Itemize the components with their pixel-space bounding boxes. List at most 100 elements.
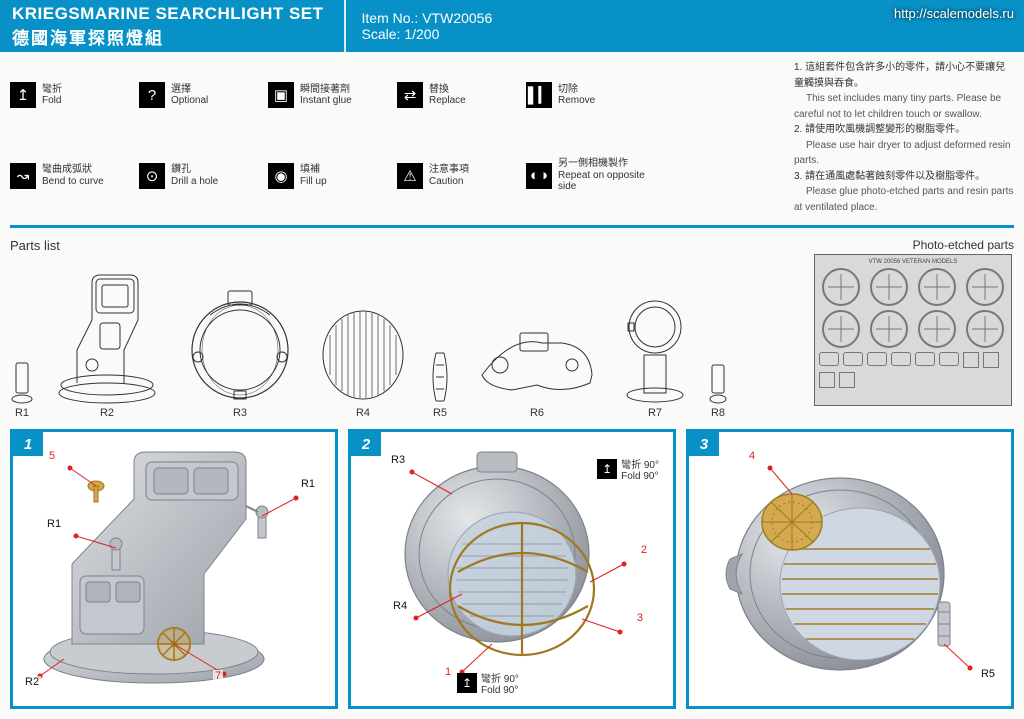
step-3: 3 [686,429,1014,709]
legend-en: Replace [429,95,466,107]
part-label: R6 [530,407,544,419]
header-titles: KRIEGSMARINE SEARCHLIGHT SET 德國海軍探照燈組 [0,0,336,52]
part-label: R5 [433,407,447,419]
legend-icon: ◐◑ [526,163,552,189]
legend-en: Remove [558,95,595,107]
header-divider [344,0,346,52]
callout: R4 [391,600,409,612]
pe-small-part [983,352,999,368]
pe-ring-icon [822,268,860,306]
legend-text: 選擇 Optional [171,84,208,107]
fold-icon: ↥ [457,673,477,693]
note-en: This set includes many tiny parts. Pleas… [794,93,1001,120]
step-1-illustration [24,444,324,694]
note-num: 2. [794,124,805,135]
legend-text: 另一側相機製作 Repeat on opposite side [558,158,651,193]
legend-text: 鑽孔 Drill a hole [171,164,218,187]
legend-text: 切除 Remove [558,84,595,107]
watermark: http://scalemodels.ru [894,6,1014,21]
legend-item: ⊙ 鑽孔 Drill a hole [139,136,264,215]
fold-text: 彎折 90° Fold 90° [621,456,659,482]
header-bar: KRIEGSMARINE SEARCHLIGHT SET 德國海軍探照燈組 It… [0,0,1024,52]
legend-item: ⇄ 替換 Replace [397,60,522,130]
part-r4: R4 [318,305,408,419]
legend-text: 注意事項 Caution [429,164,469,187]
callout: R2 [23,676,41,688]
part-r5-drawing [426,349,454,405]
legend-text: 彎曲成弧狀 Bend to curve [42,164,104,187]
legend-icon: ▌▎ [526,82,552,108]
note-num: 3. [794,171,805,182]
legend-text: 替換 Replace [429,84,466,107]
callout: R1 [45,518,63,530]
part-r1: R1 [10,361,34,419]
legend-section: ↥ 彎折 Fold ? 選擇 Optional ▣ 瞬間接著劑 Instant … [0,52,1024,219]
pe-rings-row [819,268,1007,348]
legend-item: ▣ 瞬間接著劑 Instant glue [268,60,393,130]
header-info: Item No.: VTW20056 Scale: 1/200 [350,0,505,52]
legend-en: Bend to curve [42,176,104,188]
legend-cjk: 切除 [558,84,595,96]
part-r5: R5 [426,349,454,419]
legend-item: ◉ 填補 Fill up [268,136,393,215]
callout: 5 [47,450,57,462]
callout: R1 [299,478,317,490]
legend-cjk: 另一側相機製作 [558,158,651,170]
legend-cjk: 鑽孔 [171,164,218,176]
legend-cjk: 替換 [429,84,466,96]
part-r2: R2 [52,265,162,419]
legend-cjk: 瞬間接著劑 [300,84,352,96]
callout: R5 [979,668,997,680]
pe-small-part [915,352,935,366]
part-label: R1 [15,407,29,419]
note-cjk: 請在通風處黏著蝕刻零件以及樹脂零件。 [805,171,985,182]
pe-ring-icon [918,310,956,348]
legend-en: Repeat on opposite side [558,170,651,193]
part-r3: R3 [180,285,300,419]
legend-icon: ◉ [268,163,294,189]
step-number: 1 [13,432,43,456]
legend-icon: ↥ [10,82,36,108]
legend-en: Fill up [300,176,327,188]
pe-ring-icon [870,310,908,348]
callout: 4 [747,450,757,462]
note-num: 1. [794,62,805,73]
part-r8-drawing [708,361,728,405]
part-r2-drawing [52,265,162,405]
legend-icon: ⇄ [397,82,423,108]
part-label: R2 [100,407,114,419]
part-r7: R7 [620,295,690,419]
legend-icon: ? [139,82,165,108]
legend-en: Caution [429,176,469,188]
part-r8: R8 [708,361,728,419]
legend-text: 填補 Fill up [300,164,327,187]
pe-small-part [963,352,979,368]
pe-fret-header: VTW 20056 VETERAN MODELS [819,259,1007,265]
part-r7-drawing [620,295,690,405]
step-number: 3 [689,432,719,456]
scale-label: Scale: [362,26,405,42]
pe-small-part [891,352,911,366]
legend-text: 瞬間接著劑 Instant glue [300,84,352,107]
part-label: R8 [711,407,725,419]
legend-item: ↥ 彎折 Fold [10,60,135,130]
pe-fret: VTW 20056 VETERAN MODELS [814,254,1012,406]
scale-value: 1/200 [404,26,439,42]
legend-en: Drill a hole [171,176,218,188]
legend-item: ↝ 彎曲成弧狀 Bend to curve [10,136,135,215]
pe-small-part [867,352,887,366]
fold-en: Fold 90° [621,471,659,482]
parts-list-title: Parts list [10,238,804,253]
legend-en: Optional [171,95,208,107]
step-1: 1 [10,429,338,709]
legend-icon: ⚠ [397,163,423,189]
parts-list-area: Parts list R1 [10,238,804,419]
parts-section: Parts list R1 [0,234,1024,425]
callout: R3 [389,454,407,466]
legend-icon: ⊙ [139,163,165,189]
item-no-value: VTW20056 [422,10,492,26]
note-en: Please use hair dryer to adjust deformed… [794,140,1011,167]
fold-cjk: 彎折 90° [621,456,659,471]
callout: 2 [639,544,649,556]
legend-icon: ▣ [268,82,294,108]
